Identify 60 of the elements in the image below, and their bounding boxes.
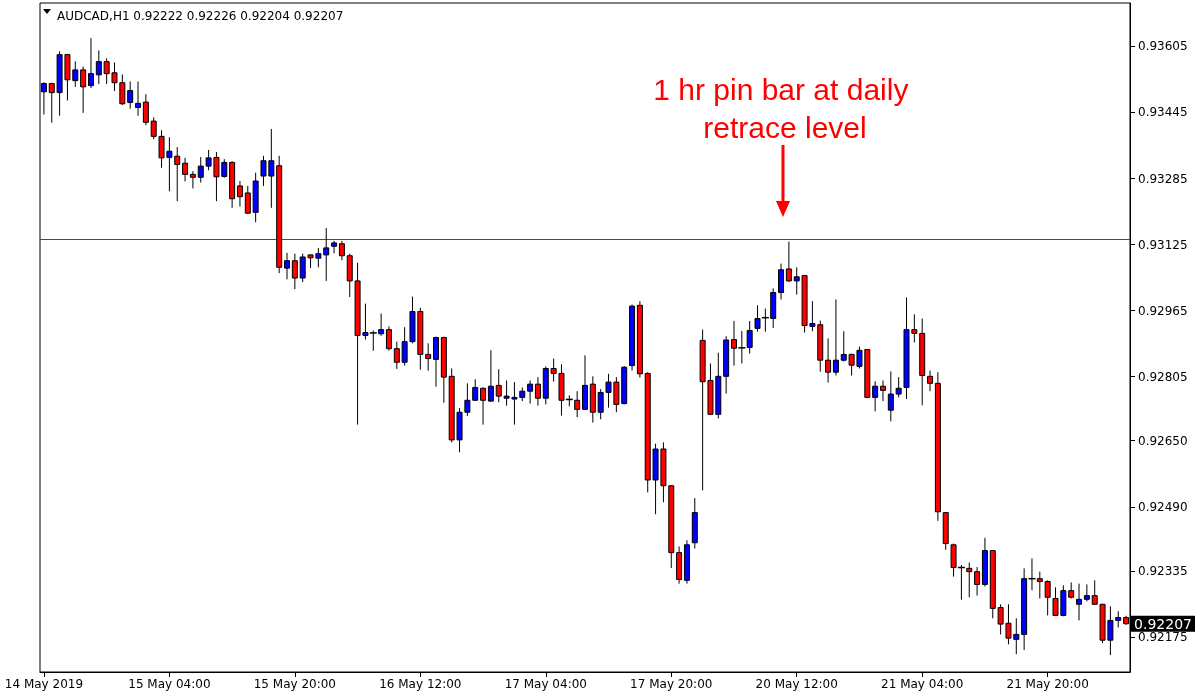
candlestick xyxy=(895,376,902,398)
candlestick xyxy=(331,240,338,254)
candlestick xyxy=(966,562,973,598)
x-tick-label: 20 May 12:00 xyxy=(755,677,838,691)
candlestick xyxy=(927,370,934,392)
candlestick xyxy=(385,325,392,352)
candlestick xyxy=(778,263,785,301)
x-tick-label: 21 May 20:00 xyxy=(1006,677,1089,691)
candlestick xyxy=(746,320,753,355)
candlestick xyxy=(87,37,94,89)
y-tick-label: 0.92490 xyxy=(1138,499,1188,514)
x-tick-label: 21 May 04:00 xyxy=(881,677,964,691)
x-tick-label: 17 May 04:00 xyxy=(504,677,587,691)
candlestick xyxy=(974,566,981,597)
candlestick xyxy=(832,299,839,376)
candlestick xyxy=(1044,579,1051,616)
annotation: 1 hr pin bar at daily retrace level xyxy=(653,72,917,144)
candlestick xyxy=(127,80,134,110)
candlestick xyxy=(1083,583,1090,602)
candlestick xyxy=(527,379,534,405)
candlestick xyxy=(80,66,87,114)
candlestick xyxy=(189,170,196,189)
text: 0.92207 xyxy=(1134,615,1192,632)
candlestick xyxy=(534,376,541,407)
x-tick-label: 17 May 20:00 xyxy=(630,677,713,691)
candlestick xyxy=(1036,571,1043,599)
x-tick-label: 15 May 20:00 xyxy=(253,677,336,691)
y-tick-label: 0.93125 xyxy=(1138,237,1188,252)
y-tick-label: 0.92650 xyxy=(1138,433,1188,448)
y-tick-label: 0.92335 xyxy=(1138,563,1188,578)
candlestick xyxy=(872,380,879,412)
text: AUDCAD,H1 0.92222 0.92226 0.92204 0.92207 xyxy=(57,9,344,23)
x-tick-label: 15 May 04:00 xyxy=(128,677,211,691)
candlestick xyxy=(284,252,291,280)
candlestick xyxy=(487,349,494,403)
candlestick xyxy=(754,304,761,333)
candlestick xyxy=(825,337,832,384)
y-tick-label: 0.93605 xyxy=(1138,39,1188,54)
x-tick-label: 14 May 2019 xyxy=(4,677,84,691)
candlestick xyxy=(785,241,792,283)
candlestick xyxy=(236,180,243,208)
candlestick xyxy=(879,379,886,402)
x-tick-label: 16 May 12:00 xyxy=(379,677,462,691)
candlestick xyxy=(582,354,588,411)
candlestick xyxy=(480,386,487,426)
candlestick xyxy=(433,336,440,388)
candlestick xyxy=(182,157,189,182)
y-tick-label: 0.92965 xyxy=(1138,303,1188,318)
candlestick xyxy=(1076,583,1083,621)
candlestick xyxy=(291,253,298,290)
y-tick-label: 0.92805 xyxy=(1138,369,1188,384)
candlestick xyxy=(574,390,581,418)
candlestick xyxy=(142,93,149,126)
y-tick-label: 0.93285 xyxy=(1138,171,1188,186)
candlestick xyxy=(135,80,142,117)
candlestick xyxy=(95,49,102,85)
y-tick-label: 0.93445 xyxy=(1138,105,1188,120)
candlestick xyxy=(887,370,894,422)
candlestick xyxy=(425,342,432,372)
y-tick-label: 0.92175 xyxy=(1138,629,1188,644)
